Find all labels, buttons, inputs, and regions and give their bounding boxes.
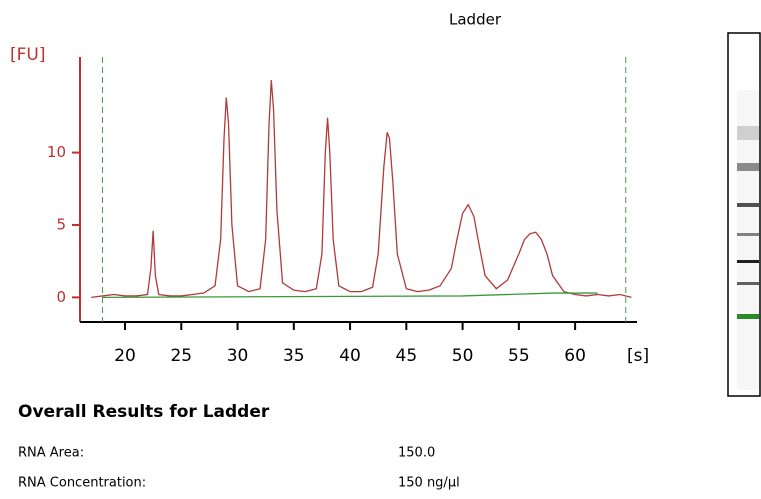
y-tick-label: 10: [47, 143, 66, 161]
chart-title: Ladder: [449, 11, 502, 29]
trace: [103, 293, 598, 297]
result-label: RNA Area:: [18, 446, 84, 461]
gel-band: [737, 233, 759, 236]
screen: Ladder [FU] [s] Overall Results for Ladd…: [0, 0, 761, 495]
x-tick-label: 50: [452, 346, 474, 366]
y-axis-label: [FU]: [10, 45, 46, 65]
x-tick-label: 30: [227, 346, 249, 366]
gel-band: [737, 282, 759, 285]
result-value: 150 ng/µl: [398, 476, 460, 491]
gel-band: [737, 126, 759, 140]
x-tick-label: 25: [170, 346, 192, 366]
x-tick-label: 35: [283, 346, 305, 366]
result-label: RNA Concentration:: [18, 476, 146, 491]
trace: [91, 80, 631, 297]
gel-lane: [728, 33, 760, 396]
x-tick-label: 55: [508, 346, 530, 366]
y-tick-label: 0: [56, 288, 66, 306]
gel-band: [737, 203, 759, 207]
x-tick-label: 45: [396, 346, 418, 366]
y-tick-label: 5: [56, 215, 66, 233]
x-tick-label: 60: [564, 346, 586, 366]
gel-band: [737, 163, 759, 171]
x-tick-label: 40: [339, 346, 361, 366]
results-title: Overall Results for Ladder: [18, 402, 270, 422]
result-value: 150.0: [398, 446, 435, 461]
gel-band: [737, 314, 759, 319]
x-tick-label: 20: [114, 346, 136, 366]
gel-band: [737, 260, 759, 263]
x-axis-label: [s]: [627, 346, 649, 366]
